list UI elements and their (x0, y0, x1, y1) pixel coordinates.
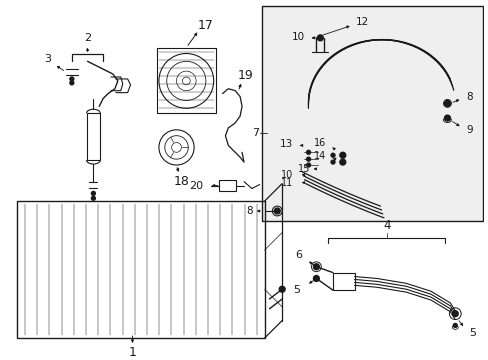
Bar (17, 201, 264, 338)
Bar (86, 113, 100, 160)
Text: 15: 15 (297, 164, 309, 174)
Text: 20: 20 (189, 181, 203, 190)
Circle shape (339, 152, 345, 158)
Circle shape (444, 115, 449, 121)
Text: 3: 3 (44, 54, 51, 64)
Circle shape (451, 311, 457, 316)
Circle shape (274, 208, 280, 214)
Text: 5: 5 (293, 285, 300, 295)
Text: 17: 17 (198, 19, 213, 32)
Text: 8: 8 (246, 206, 253, 216)
Circle shape (444, 100, 449, 106)
Circle shape (279, 286, 285, 292)
Bar (261, 6, 482, 221)
Circle shape (306, 163, 310, 167)
Text: 8: 8 (466, 91, 472, 102)
Circle shape (70, 81, 74, 85)
Circle shape (91, 196, 95, 200)
Bar (332, 273, 354, 290)
Text: 13: 13 (279, 139, 292, 149)
Circle shape (306, 150, 310, 154)
Circle shape (91, 192, 95, 195)
Circle shape (452, 324, 456, 327)
Circle shape (313, 264, 319, 270)
Text: 7: 7 (252, 128, 259, 138)
Text: 6: 6 (295, 250, 302, 260)
Text: 18: 18 (173, 175, 189, 188)
Text: 4: 4 (382, 219, 390, 232)
Circle shape (330, 160, 334, 164)
Circle shape (339, 159, 345, 165)
Text: 10: 10 (280, 170, 293, 180)
Text: 10: 10 (292, 32, 305, 42)
Text: 12: 12 (355, 17, 368, 27)
Circle shape (317, 35, 323, 41)
Text: 14: 14 (313, 151, 326, 161)
Bar (218, 180, 236, 192)
Text: 9: 9 (466, 125, 472, 135)
Circle shape (70, 77, 74, 81)
Text: 19: 19 (238, 68, 253, 81)
Text: 2: 2 (84, 33, 91, 43)
Text: 1: 1 (128, 346, 136, 359)
Text: 16: 16 (313, 139, 326, 148)
Circle shape (306, 157, 310, 161)
Text: 11: 11 (280, 177, 293, 188)
Circle shape (313, 275, 319, 282)
Circle shape (330, 153, 334, 157)
Text: 5: 5 (468, 328, 475, 338)
